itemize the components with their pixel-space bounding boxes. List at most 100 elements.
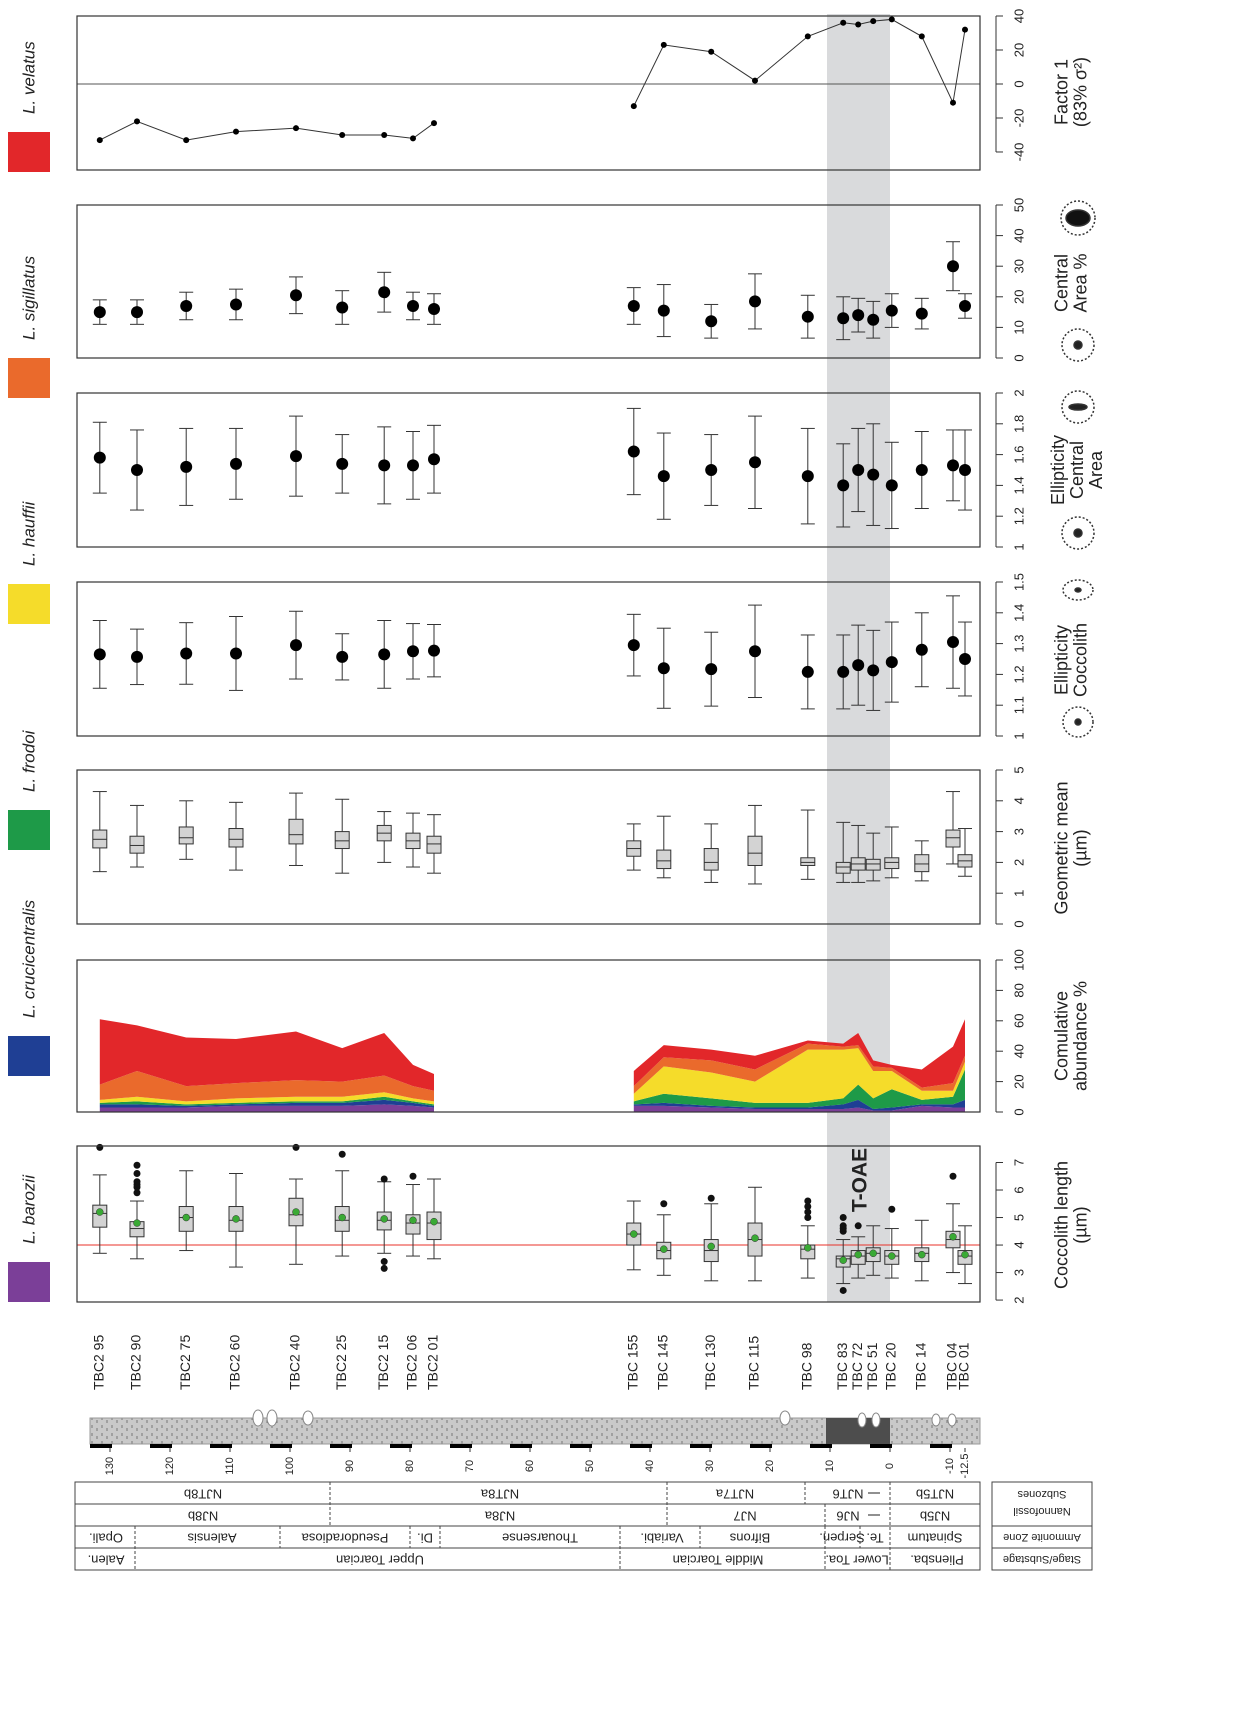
stage: Pliensba. bbox=[910, 1553, 963, 1568]
point bbox=[378, 648, 391, 661]
point bbox=[852, 464, 865, 476]
box bbox=[92, 1204, 108, 1228]
outlier bbox=[409, 1172, 417, 1180]
point bbox=[233, 128, 239, 135]
outlier bbox=[888, 1205, 896, 1213]
y-tick-label: 1.4 bbox=[1011, 476, 1026, 494]
point bbox=[888, 16, 895, 23]
box bbox=[800, 857, 816, 866]
point bbox=[657, 470, 670, 483]
point bbox=[657, 304, 670, 317]
highlight-label: T-OAE bbox=[849, 1148, 872, 1212]
point bbox=[290, 289, 302, 302]
point bbox=[180, 460, 193, 473]
point bbox=[947, 636, 959, 649]
nannofossil-zone: NJ6 bbox=[836, 1509, 859, 1524]
arrow bbox=[868, 1492, 880, 1516]
axis-label: Ellipticity bbox=[1051, 625, 1071, 695]
nodule bbox=[302, 1410, 314, 1426]
sample-label: TBC2 06 bbox=[404, 1335, 420, 1390]
nodule bbox=[779, 1410, 791, 1426]
legend-label: L. frodoi bbox=[19, 729, 38, 792]
legend-label: L. barozii bbox=[19, 1174, 38, 1244]
y-tick-label: 1.1 bbox=[1011, 696, 1026, 714]
depth-tick-label: 70 bbox=[464, 1460, 476, 1472]
sample-label: TBC2 15 bbox=[375, 1335, 391, 1390]
y-tick-label: 1.3 bbox=[1011, 635, 1026, 653]
point bbox=[627, 639, 640, 652]
point bbox=[705, 663, 718, 676]
depth-tick-label: 10 bbox=[824, 1460, 836, 1472]
y-tick-label: 2 bbox=[1011, 859, 1026, 866]
subzone: NJT8a bbox=[480, 1487, 519, 1502]
icon bbox=[1073, 340, 1083, 350]
box bbox=[884, 857, 900, 870]
point bbox=[407, 645, 419, 658]
ammonite-zone: Di. bbox=[417, 1531, 433, 1546]
box bbox=[334, 831, 350, 850]
depth-tick-label: 100 bbox=[284, 1457, 296, 1475]
y-tick-label: 1 bbox=[1011, 543, 1026, 550]
axis-label: abundance % bbox=[1070, 981, 1090, 1091]
y-tick-label: 1.6 bbox=[1011, 446, 1026, 464]
point bbox=[950, 99, 956, 106]
point bbox=[885, 479, 898, 492]
point bbox=[428, 453, 440, 466]
y-tick-label: 40 bbox=[1011, 1044, 1026, 1058]
header: Nannofossil bbox=[1013, 1505, 1070, 1517]
axis-label: Coccolith length bbox=[1051, 1161, 1071, 1289]
y-tick-label: 1 bbox=[1011, 890, 1026, 897]
header: Stage/Substage bbox=[1003, 1553, 1081, 1565]
stage: Upper Toarcian bbox=[336, 1553, 424, 1568]
point bbox=[131, 306, 143, 319]
outlier bbox=[380, 1264, 388, 1272]
axis-label: (µm) bbox=[1070, 829, 1090, 866]
nodule bbox=[857, 1412, 867, 1428]
axis-label: Comulative bbox=[1051, 991, 1071, 1081]
y-tick-label: 3 bbox=[1011, 1269, 1026, 1276]
point bbox=[959, 464, 971, 476]
y-tick-label: 0 bbox=[1011, 1108, 1026, 1115]
panel-frame bbox=[76, 392, 981, 548]
sample-label: TBC 83 bbox=[834, 1342, 850, 1390]
stage: Lower Toa. bbox=[825, 1553, 888, 1568]
mean-point bbox=[888, 1252, 896, 1260]
area-layer bbox=[99, 1099, 966, 1111]
sample-label: TBC2 60 bbox=[227, 1335, 243, 1390]
axis-label: Central bbox=[1067, 441, 1087, 499]
y-tick-label: 80 bbox=[1011, 983, 1026, 997]
box bbox=[914, 854, 930, 873]
legend-label: L. velatus bbox=[19, 41, 38, 114]
legend-swatch bbox=[8, 1036, 50, 1076]
point bbox=[378, 286, 391, 299]
subzone: NJT6 bbox=[832, 1487, 863, 1502]
panel-frame bbox=[76, 769, 981, 925]
legend-swatch bbox=[8, 358, 50, 398]
mean-point bbox=[409, 1216, 417, 1225]
mean-point bbox=[292, 1208, 300, 1216]
sample-label: TBC 72 bbox=[849, 1342, 865, 1390]
point bbox=[749, 295, 761, 308]
outlier bbox=[854, 1222, 862, 1230]
outlier bbox=[804, 1208, 812, 1216]
depth-tick-label: 20 bbox=[764, 1460, 776, 1472]
axis-label: Area bbox=[1086, 450, 1106, 489]
header: Ammonite Zone bbox=[1003, 1531, 1081, 1543]
mean-point bbox=[133, 1219, 141, 1227]
outlier bbox=[380, 1258, 388, 1266]
sample-label: TBC 130 bbox=[702, 1335, 718, 1390]
sample-label: TBC 51 bbox=[864, 1342, 880, 1390]
stage: Aalen. bbox=[88, 1553, 125, 1568]
strat-table: NJT8b NJT8a NJT7a NJT6 NJT5b NJ8b NJ8a N… bbox=[74, 1481, 1093, 1571]
ammonite-zone: Serpen. bbox=[819, 1531, 865, 1546]
area-layer bbox=[99, 1043, 966, 1102]
point bbox=[801, 665, 814, 678]
outlier bbox=[380, 1175, 388, 1183]
point bbox=[630, 103, 637, 110]
y-tick-label: 20 bbox=[1011, 290, 1026, 304]
box bbox=[945, 829, 961, 848]
axis-label: Ellipticity bbox=[1048, 435, 1068, 505]
point bbox=[885, 656, 898, 669]
mean-point bbox=[96, 1208, 104, 1216]
